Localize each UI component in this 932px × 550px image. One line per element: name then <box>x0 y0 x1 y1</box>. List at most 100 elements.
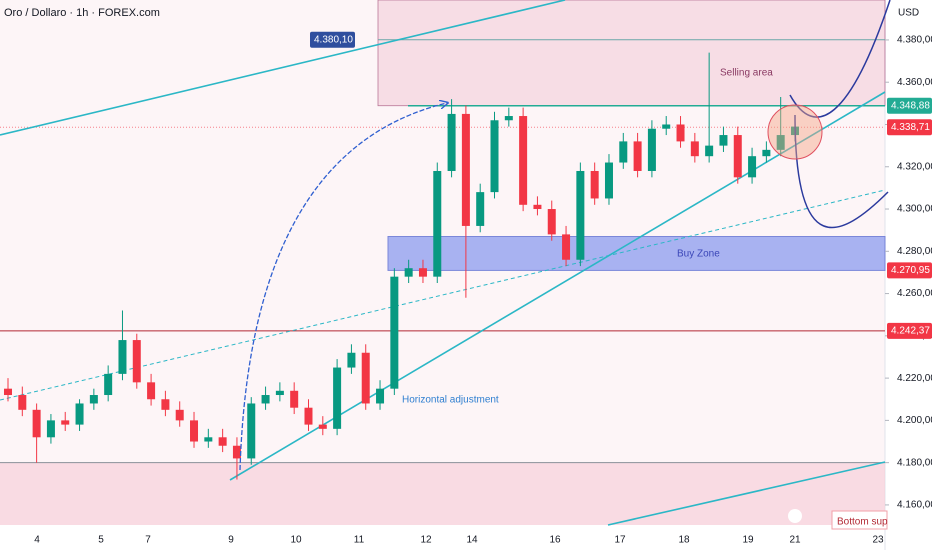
candle-body <box>733 135 742 178</box>
candle-body <box>376 388 385 404</box>
candle-body <box>504 116 513 121</box>
y-tick-label: 4.300,00 <box>897 204 932 215</box>
price-label-box <box>887 119 932 136</box>
price-label-box <box>887 262 932 279</box>
candle-body <box>318 424 327 429</box>
candle-body <box>75 403 84 425</box>
candle-body <box>32 409 41 438</box>
candle-body <box>232 445 241 459</box>
y-tick-label: 4.380,00 <box>897 35 932 46</box>
x-tick-label: 4 <box>34 535 40 546</box>
projection-curve <box>794 114 889 229</box>
candle-body <box>347 352 356 368</box>
price-label: 4.270,95 <box>891 265 930 276</box>
annotation: Buy Zone <box>677 249 720 260</box>
candle-body <box>304 407 313 425</box>
candle-body <box>247 403 256 459</box>
y-tick-label: 4.200,00 <box>897 415 932 426</box>
selling-zone <box>377 0 886 107</box>
price-label: 4.338,71 <box>891 122 930 133</box>
x-tick-label: 12 <box>420 535 432 546</box>
candle-body <box>404 268 413 277</box>
candle-body <box>132 340 141 383</box>
candle-body <box>290 390 299 408</box>
candle-body <box>604 162 613 199</box>
candle-body <box>547 209 556 235</box>
candle-body <box>390 276 399 389</box>
y-tick-label: 4.160,00 <box>897 500 932 511</box>
candle-body <box>776 135 785 150</box>
candle-body <box>705 145 714 157</box>
currency: USD <box>898 8 919 19</box>
price-label-box <box>887 322 932 339</box>
x-tick-label: 10 <box>290 535 302 546</box>
candle-body <box>476 192 485 226</box>
candle-body <box>147 382 156 400</box>
x-tick-label: 5 <box>98 535 104 546</box>
y-tick-label: 4.180,00 <box>897 457 932 468</box>
trend-line-dashed <box>0 189 886 401</box>
candle-body <box>418 268 427 277</box>
annotation: Bottom sup <box>837 517 888 528</box>
candle-body <box>361 352 370 404</box>
candle-body <box>4 388 12 396</box>
candle-body <box>218 437 227 446</box>
candle-body <box>719 135 728 146</box>
marker-dot <box>788 509 802 523</box>
candle-body <box>533 204 542 210</box>
y-tick-label: 4.220,00 <box>897 373 932 384</box>
candle-body <box>519 116 528 205</box>
candle-body <box>161 399 170 410</box>
y-tick-label: 4.260,00 <box>897 288 932 299</box>
price-label: 4.348,88 <box>891 100 930 111</box>
buy-zone <box>387 236 886 271</box>
x-tick-label: 17 <box>614 535 626 546</box>
candle-body <box>490 120 499 193</box>
candle-body <box>46 420 55 438</box>
candle-body <box>204 437 213 442</box>
candle-body <box>619 141 628 163</box>
x-tick-label: 18 <box>678 535 690 546</box>
trend-line <box>0 0 566 136</box>
candle-body <box>562 234 571 260</box>
candle-body <box>104 373 113 396</box>
x-tick-label: 19 <box>742 535 754 546</box>
price-label: 4.242,37 <box>891 325 930 336</box>
candle-body <box>576 170 585 260</box>
candle-body <box>590 170 599 199</box>
candle-body <box>461 113 470 226</box>
y-tick-label: 4.360,00 <box>897 77 932 88</box>
price-label: 4.380,10 <box>314 34 353 45</box>
candle-body <box>748 156 757 178</box>
candle-body <box>261 395 270 404</box>
candle-body <box>690 141 699 157</box>
y-tick-label: 4.320,00 <box>897 161 932 172</box>
highlight-circle <box>767 104 823 160</box>
candle-body <box>676 124 685 142</box>
annotation: Selling area <box>720 68 773 79</box>
candle-body <box>633 141 642 171</box>
price-label-box <box>887 97 932 114</box>
candle-body <box>433 170 442 277</box>
x-tick-label: 23 <box>872 535 884 546</box>
candle-body <box>447 113 456 171</box>
candle-body <box>61 420 70 425</box>
price-label-box <box>310 31 355 48</box>
annotation-box <box>831 510 888 530</box>
candle-body <box>333 367 342 429</box>
x-tick-label: 11 <box>354 535 365 546</box>
x-tick-label: 16 <box>549 535 561 546</box>
x-tick-label: 14 <box>466 535 478 546</box>
candle-body <box>662 124 671 129</box>
trend-line <box>607 461 886 526</box>
annotation: Horizontal adjustment <box>402 395 499 406</box>
candle-body <box>647 128 656 171</box>
chart-title: Oro / Dollaro · 1h · FOREX.com <box>4 7 160 19</box>
x-tick-label: 21 <box>789 535 801 546</box>
x-tick-label: 9 <box>228 535 234 546</box>
y-tick-label: 4.280,00 <box>897 246 932 257</box>
candle-body <box>18 395 27 410</box>
candle-body <box>190 420 199 442</box>
projection-curve <box>239 103 447 471</box>
